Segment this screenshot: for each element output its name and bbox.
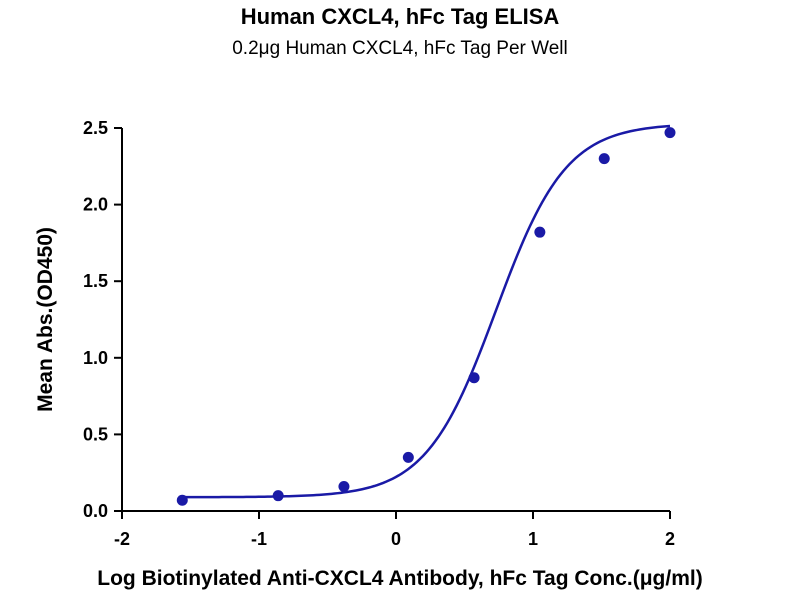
x-tick-label: -2 bbox=[114, 529, 130, 549]
data-point bbox=[598, 153, 610, 165]
data-point bbox=[534, 226, 546, 238]
x-tick-label: 1 bbox=[528, 529, 538, 549]
y-tick-label: 1.5 bbox=[83, 271, 108, 291]
data-point bbox=[402, 451, 414, 463]
y-tick-label: 0.5 bbox=[83, 424, 108, 444]
y-tick-label: 0.0 bbox=[83, 501, 108, 521]
y-tick-label: 2.5 bbox=[83, 118, 108, 138]
x-tick-label: 0 bbox=[391, 529, 401, 549]
axes: 0.0 0.5 1.0 1.5 2.0 2.5 -2 -1 0 1 2 bbox=[83, 118, 675, 549]
x-tick-label: 2 bbox=[665, 529, 675, 549]
y-axis-title: Mean Abs.(OD450) bbox=[34, 227, 57, 412]
data-point bbox=[468, 372, 480, 384]
data-point bbox=[272, 490, 284, 502]
y-tick-label: 2.0 bbox=[83, 195, 108, 215]
x-axis-title: Log Biotinylated Anti-CXCL4 Antibody, hF… bbox=[97, 567, 702, 590]
data-point bbox=[176, 494, 188, 506]
data-points bbox=[176, 127, 676, 506]
data-point bbox=[338, 480, 350, 492]
data-point bbox=[664, 127, 676, 139]
x-tick-label: -1 bbox=[251, 529, 267, 549]
fit-curve bbox=[182, 124, 671, 499]
y-tick-label: 1.0 bbox=[83, 348, 108, 368]
chart-subtitle: 0.2μg Human CXCL4, hFc Tag Per Well bbox=[232, 38, 568, 59]
chart-title: Human CXCL4, hFc Tag ELISA bbox=[240, 4, 560, 29]
